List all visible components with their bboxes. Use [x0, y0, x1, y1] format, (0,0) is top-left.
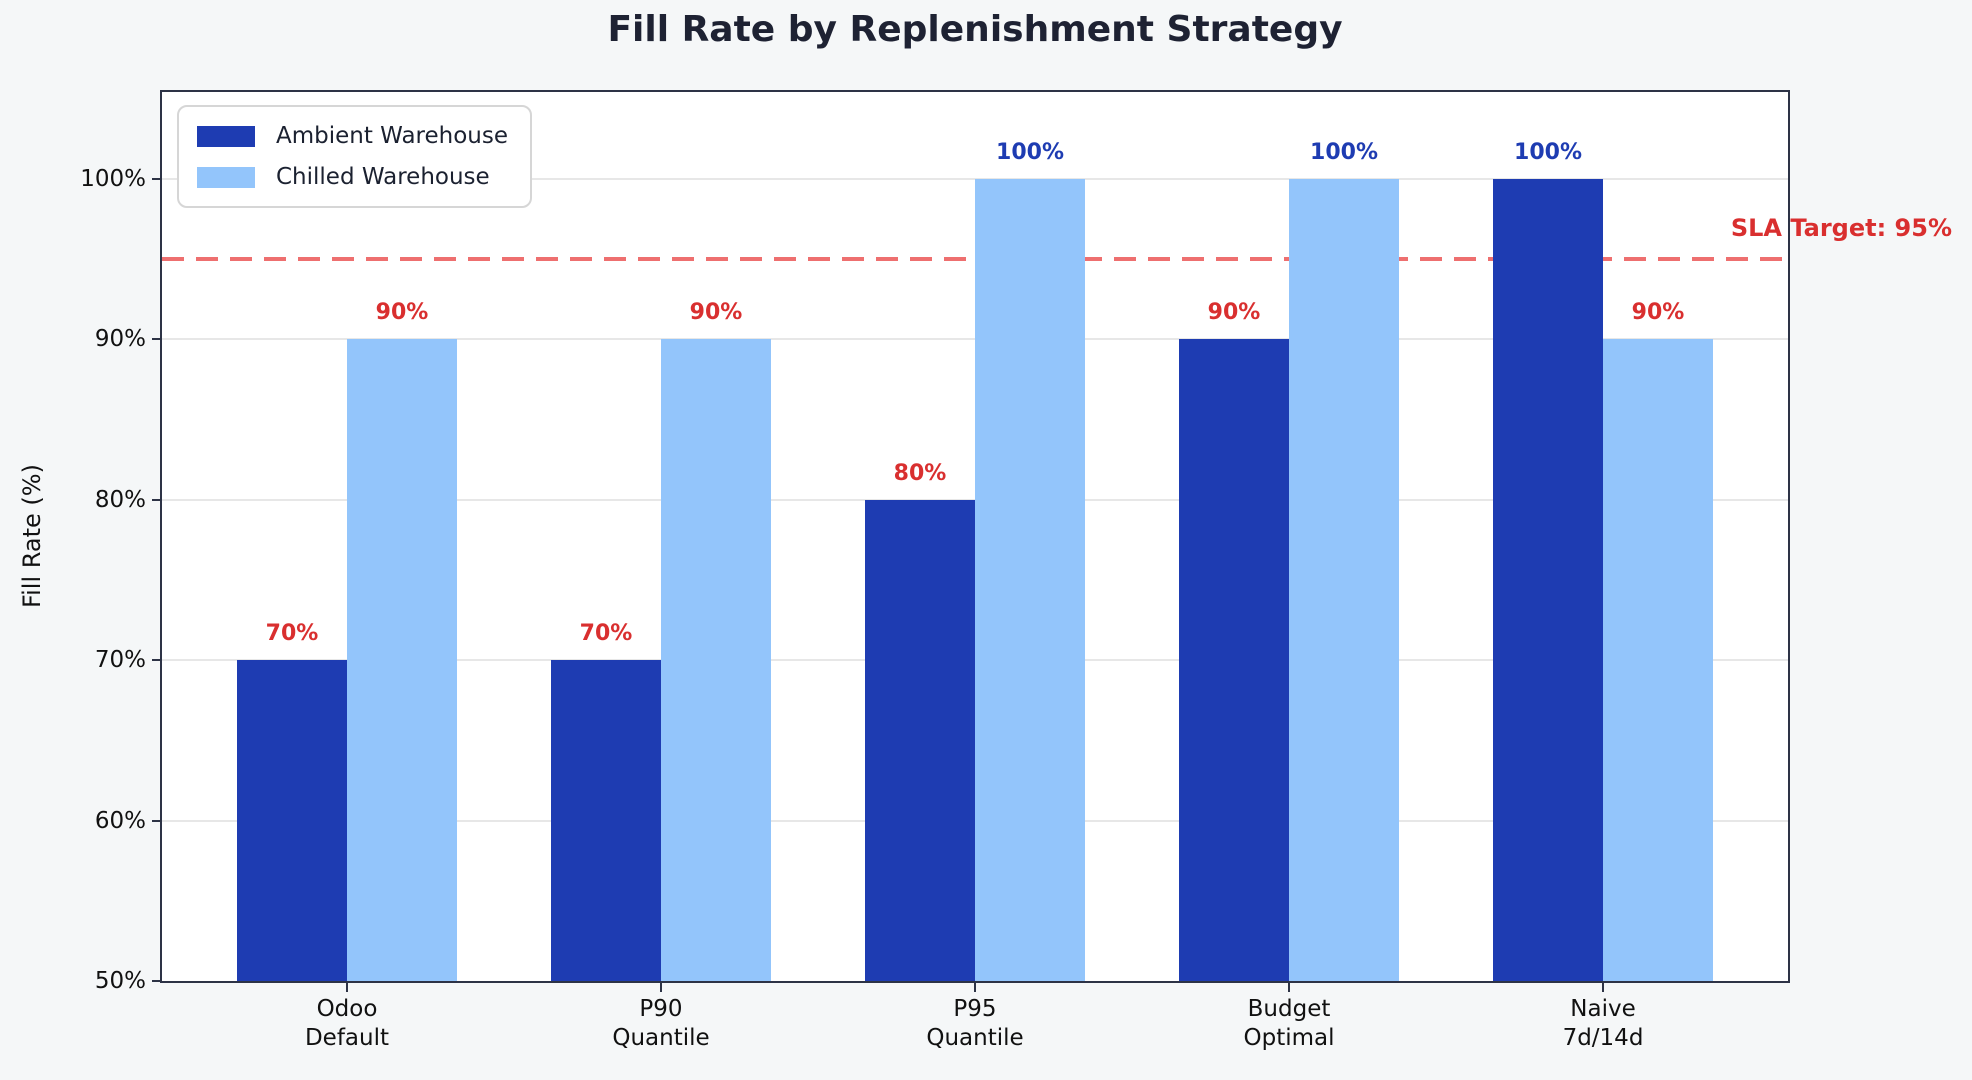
legend-swatch-ambient	[197, 125, 255, 147]
y-tick-label: 80%	[94, 486, 146, 513]
bar-value-label: 80%	[893, 460, 947, 486]
bar-chilled-1	[347, 339, 457, 981]
y-tick-mark	[152, 819, 162, 822]
bar-chilled-4	[1289, 178, 1399, 981]
y-tick-label: 100%	[80, 165, 146, 192]
x-tick-label: P90 Quantile	[612, 996, 710, 1051]
bar-ambient-3	[865, 499, 975, 981]
bar-chilled-2	[661, 339, 771, 981]
bar-chilled-3	[975, 178, 1085, 981]
y-tick-mark	[152, 498, 162, 501]
legend-label-ambient: Ambient Warehouse	[276, 123, 509, 149]
x-tick-label: P95 Quantile	[926, 996, 1024, 1051]
bar-value-label: 100%	[1514, 139, 1582, 165]
bar-ambient-5	[1493, 178, 1603, 981]
bar-value-label: 90%	[1631, 300, 1685, 326]
x-tick-label: Naive 7d/14d	[1562, 996, 1644, 1051]
legend: Ambient Warehouse Chilled Warehouse	[177, 105, 533, 208]
bar-ambient-4	[1179, 339, 1289, 981]
bar-value-label: 70%	[579, 621, 633, 647]
legend-swatch-chilled	[197, 166, 255, 188]
y-tick-label: 50%	[94, 968, 146, 994]
bar-ambient-1	[237, 660, 347, 981]
x-tick-mark	[660, 983, 662, 992]
sla-target-label: SLA Target: 95%	[1730, 214, 1952, 242]
plot-area: 70% 70% 80% 90% 100% 90% 90% 100% 100% 90%	[162, 92, 1788, 981]
x-tick-mark	[974, 983, 976, 992]
bar-value-label: 90%	[1207, 300, 1261, 326]
chart-title: Fill Rate by Replenishment Strategy	[607, 9, 1343, 50]
y-tick-label: 90%	[94, 326, 146, 353]
y-tick-mark	[152, 338, 162, 341]
bar-value-label: 90%	[689, 300, 743, 326]
y-tick-label: 60%	[94, 807, 146, 834]
y-tick-mark	[152, 980, 162, 982]
bar-value-label: 100%	[1310, 139, 1378, 165]
legend-item-ambient: Ambient Warehouse	[197, 123, 508, 149]
y-tick-mark	[152, 177, 162, 180]
bar-value-label: 100%	[996, 139, 1064, 165]
x-tick-mark	[1602, 983, 1604, 992]
x-tick-label: Budget Optimal	[1243, 996, 1335, 1051]
bar-value-label: 90%	[375, 300, 429, 326]
bar-ambient-2	[551, 660, 661, 981]
x-tick-mark	[346, 983, 348, 992]
bar-value-label: 70%	[265, 621, 319, 647]
bar-chilled-5	[1603, 339, 1713, 981]
y-tick-label: 70%	[94, 647, 146, 674]
legend-label-chilled: Chilled Warehouse	[276, 164, 490, 190]
x-tick-label: Odoo Default	[304, 996, 390, 1051]
x-tick-mark	[1288, 983, 1290, 992]
y-tick-mark	[152, 659, 162, 662]
legend-item-chilled: Chilled Warehouse	[197, 164, 508, 190]
